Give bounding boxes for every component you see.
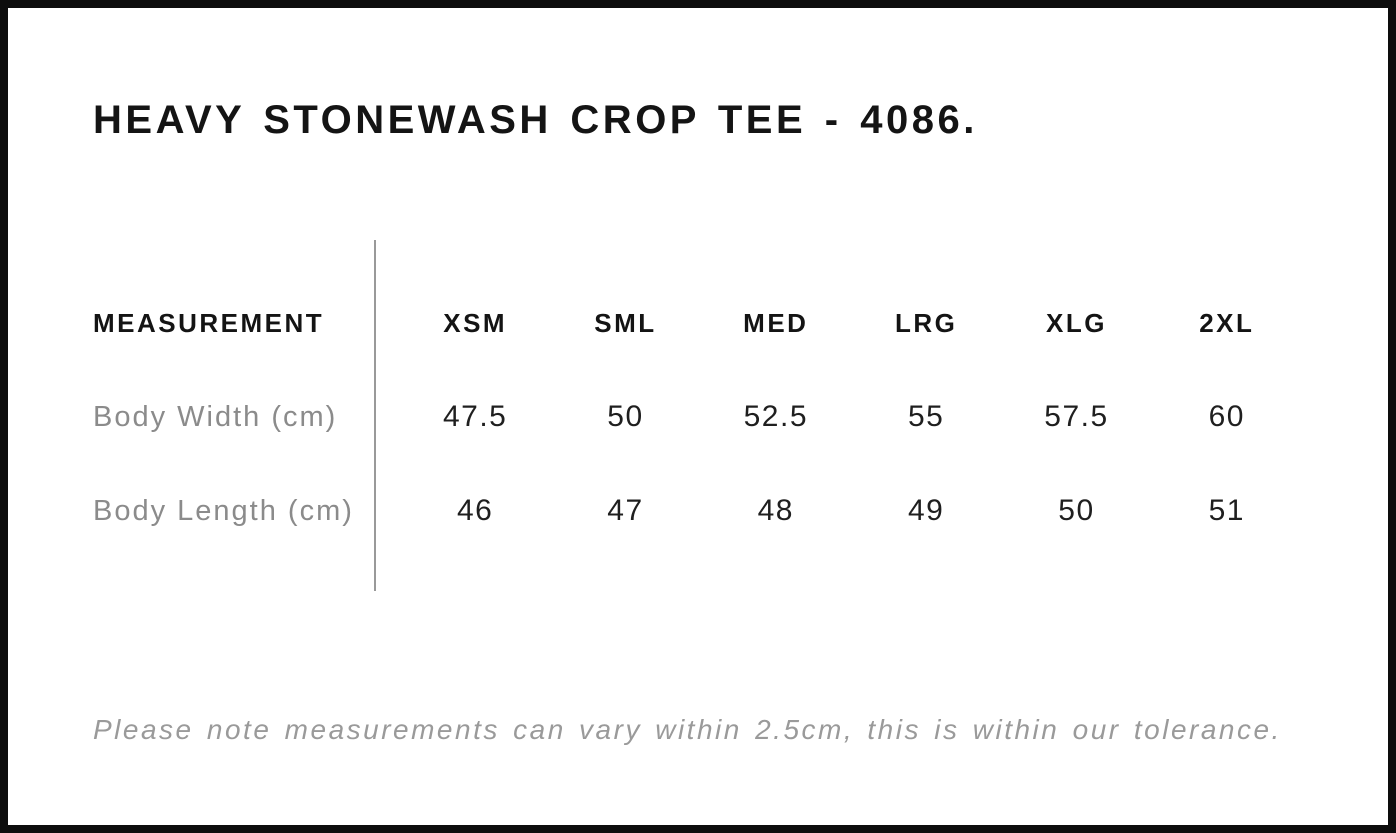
body-length-xsm-value: 46 xyxy=(456,494,494,527)
column-header-xlg: XLG xyxy=(1046,307,1107,338)
body-width-xsm-value: 47.5 xyxy=(442,400,508,433)
body-length-2xl-value: 51 xyxy=(1208,494,1245,527)
body-width-sml-value: 50 xyxy=(607,400,644,433)
body-width-xlg-value: 57.5 xyxy=(1044,400,1109,433)
body-width-2xl-value: 60 xyxy=(1208,400,1245,433)
column-header-xsm: XSM xyxy=(443,307,508,338)
body-length-lrg-value: 49 xyxy=(907,494,945,527)
column-header-measurement: MEASUREMENT xyxy=(93,307,325,338)
table-row-body-length: Body Length (cm) 46 47 48 49 50 51 xyxy=(93,464,1302,558)
column-header-lrg: LRG xyxy=(894,307,958,338)
column-header-sml: SML xyxy=(594,307,657,338)
tolerance-note: Please note measurements can vary within… xyxy=(93,714,1282,745)
row-label-body-length: Body Length (cm) xyxy=(93,494,354,527)
body-length-med-value: 48 xyxy=(757,494,794,527)
body-length-xlg-value: 50 xyxy=(1058,494,1095,527)
body-width-lrg-value: 55 xyxy=(907,400,945,433)
column-header-med: MED xyxy=(743,307,809,338)
column-header-2xl: 2XL xyxy=(1199,307,1255,338)
body-length-sml-value: 47 xyxy=(607,494,644,527)
vertical-divider-line xyxy=(374,240,376,591)
body-width-med-value: 52.5 xyxy=(743,400,809,433)
product-title: HEAVY STONEWASH CROP TEE - 4086. xyxy=(93,98,978,142)
table-header-row: MEASUREMENT XSM SML MED LRG XLG 2XL xyxy=(93,276,1302,370)
row-label-body-width: Body Width (cm) xyxy=(93,400,338,433)
table-row-body-width: Body Width (cm) 47.5 50 52.5 55 57.5 60 xyxy=(93,370,1302,464)
size-chart-table: MEASUREMENT XSM SML MED LRG XLG 2XL Body… xyxy=(93,240,1302,591)
